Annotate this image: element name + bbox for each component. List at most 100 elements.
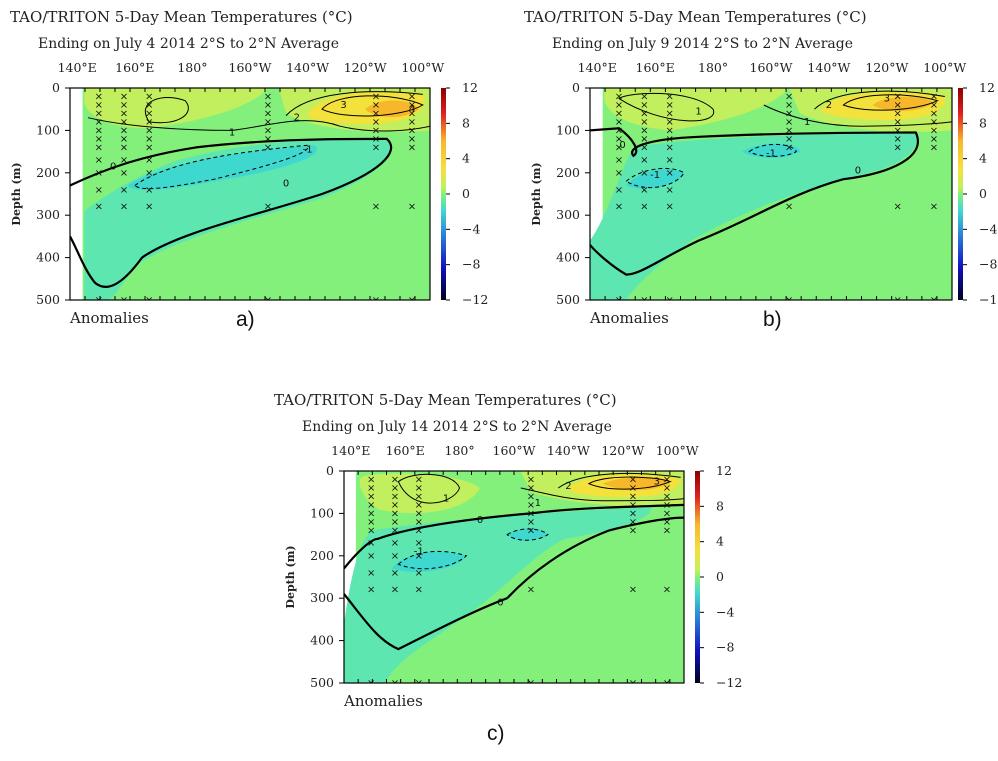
station-marker: × bbox=[527, 491, 535, 502]
station-marker: × bbox=[95, 91, 103, 102]
chart-title: TAO/TRITON 5-Day Mean Temperatures (°C) bbox=[10, 8, 353, 26]
colorbar-tick-label: −8 bbox=[462, 257, 480, 272]
panel-a: TAO/TRITON 5-Day Mean Temperatures (°C) E… bbox=[0, 0, 488, 345]
chart-subtitle: Ending on July 4 2014 2°S to 2°N Average bbox=[38, 36, 339, 52]
station-marker: × bbox=[367, 483, 375, 494]
y-axis-label: Depth (m) bbox=[284, 545, 297, 608]
contour-label: 3 bbox=[654, 477, 660, 488]
contour-neg-one bbox=[397, 528, 549, 570]
contour-label: 1 bbox=[443, 494, 449, 505]
station-marker: × bbox=[264, 202, 272, 213]
chart-b: TAO/TRITON 5-Day Mean Temperatures (°C) E… bbox=[524, 8, 998, 327]
station-marker: × bbox=[629, 474, 637, 485]
station-marker: × bbox=[391, 508, 399, 519]
panel-label-a: a) bbox=[236, 308, 255, 331]
station-marker: × bbox=[120, 117, 128, 128]
y-tick-label: 300 bbox=[36, 207, 60, 222]
station-marker: × bbox=[615, 295, 623, 306]
station-marker: × bbox=[145, 202, 153, 213]
colorbar-tick-label: 8 bbox=[979, 115, 987, 130]
station-marker: × bbox=[264, 125, 272, 136]
station-marker: × bbox=[415, 508, 423, 519]
contour-three bbox=[321, 95, 424, 117]
station-marker: × bbox=[415, 474, 423, 485]
station-marker: × bbox=[640, 168, 648, 179]
station-marker: × bbox=[408, 295, 416, 306]
contour-label: 0 bbox=[855, 166, 861, 177]
station-marker: × bbox=[527, 678, 535, 689]
colorbar bbox=[441, 88, 446, 300]
station-marker: × bbox=[367, 474, 375, 485]
x-tick-label: 120°W bbox=[344, 60, 387, 75]
station-marker: × bbox=[120, 185, 128, 196]
station-marker: × bbox=[95, 117, 103, 128]
y-tick-label: 200 bbox=[36, 165, 60, 180]
station-marker: × bbox=[665, 134, 673, 145]
station-marker: × bbox=[640, 100, 648, 111]
x-tick-label: 180° bbox=[177, 60, 207, 75]
x-tick-label: 180° bbox=[445, 443, 475, 458]
station-marker: × bbox=[663, 525, 671, 536]
station-marker: × bbox=[930, 100, 938, 111]
contour-label: 3 bbox=[884, 94, 890, 105]
colorbar-tick-label: −12 bbox=[462, 292, 488, 307]
station-marker: × bbox=[615, 168, 623, 179]
station-marker: × bbox=[527, 474, 535, 485]
station-marker: × bbox=[145, 155, 153, 166]
station-marker: × bbox=[415, 491, 423, 502]
station-marker: × bbox=[145, 117, 153, 128]
station-marker: × bbox=[264, 100, 272, 111]
station-marker: × bbox=[665, 100, 673, 111]
station-marker: × bbox=[367, 491, 375, 502]
plot-area: ××××××××××××××××××××××××××××××××××××××××… bbox=[70, 88, 430, 306]
station-marker: × bbox=[120, 155, 128, 166]
contour-two bbox=[814, 90, 945, 110]
x-tick-label: 140°W bbox=[286, 60, 329, 75]
station-marker: × bbox=[894, 142, 902, 153]
station-marker: × bbox=[367, 568, 375, 579]
station-marker: × bbox=[785, 125, 793, 136]
station-marker: × bbox=[367, 585, 375, 596]
station-marker: × bbox=[527, 508, 535, 519]
station-marker: × bbox=[95, 155, 103, 166]
contour-label: 0 bbox=[497, 597, 503, 608]
station-marker: × bbox=[367, 517, 375, 528]
station-marker: × bbox=[785, 91, 793, 102]
colorbar-tick-label: 0 bbox=[462, 186, 470, 201]
station-marker: × bbox=[894, 125, 902, 136]
chart-subtitle: Ending on July 14 2014 2°S to 2°N Averag… bbox=[302, 419, 612, 435]
contour-label: 4 bbox=[409, 104, 415, 115]
y-tick-label: 100 bbox=[36, 122, 60, 137]
chart-subtitle: Ending on July 9 2014 2°S to 2°N Average bbox=[552, 36, 853, 52]
station-marker: × bbox=[367, 538, 375, 549]
contour-label: 3 bbox=[340, 100, 346, 111]
station-marker: × bbox=[415, 483, 423, 494]
station-marker: × bbox=[640, 125, 648, 136]
station-marker: × bbox=[640, 134, 648, 145]
x-tick-label: 160°E bbox=[386, 443, 425, 458]
station-marker: × bbox=[264, 108, 272, 119]
station-marker: × bbox=[665, 91, 673, 102]
station-marker: × bbox=[930, 117, 938, 128]
station-marker: × bbox=[408, 134, 416, 145]
x-tick-label: 160°W bbox=[750, 60, 793, 75]
contour-one bbox=[397, 473, 684, 504]
station-marker: × bbox=[615, 202, 623, 213]
panel-label-c: c) bbox=[487, 722, 505, 745]
station-marker: × bbox=[415, 517, 423, 528]
station-marker: × bbox=[145, 185, 153, 196]
contour-neg-one bbox=[625, 143, 797, 189]
station-marker: × bbox=[367, 525, 375, 536]
station-marker: × bbox=[120, 142, 128, 153]
colorbar-tick-label: 0 bbox=[979, 186, 987, 201]
station-marker: × bbox=[264, 117, 272, 128]
contour-one bbox=[618, 92, 952, 127]
station-marker: × bbox=[894, 100, 902, 111]
station-marker: × bbox=[391, 585, 399, 596]
station-marker: × bbox=[615, 134, 623, 145]
station-marker: × bbox=[372, 295, 380, 306]
no-data-strip bbox=[70, 88, 83, 300]
station-marker: × bbox=[415, 568, 423, 579]
x-tick-label: 140°E bbox=[58, 60, 97, 75]
station-marker: × bbox=[145, 108, 153, 119]
